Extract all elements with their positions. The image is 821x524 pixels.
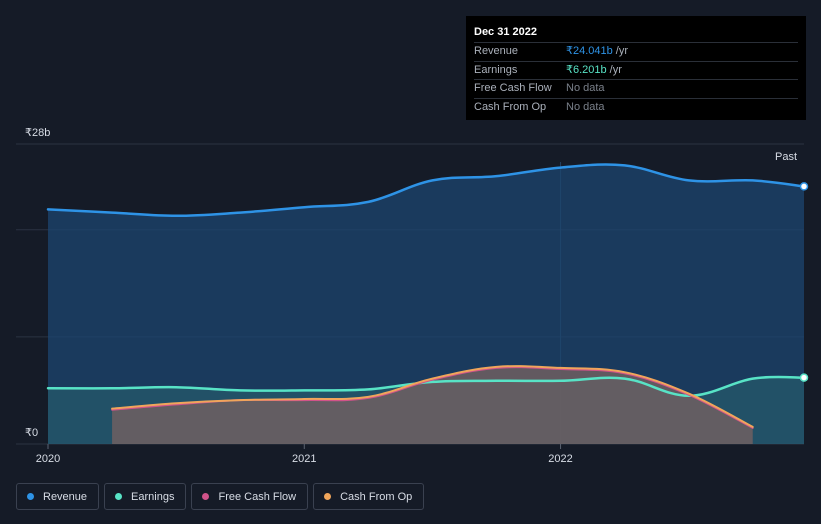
cash-from-op-dot-icon (324, 493, 332, 500)
tooltip-label: Cash From Op (474, 100, 547, 113)
revenue-end-point (799, 182, 809, 191)
revenue-dot-icon (27, 493, 34, 500)
legend-item-cash-from-op[interactable]: Cash From Op (313, 483, 425, 510)
cash-from-op-area (112, 366, 753, 444)
legend-label: Revenue (43, 490, 88, 503)
legend: Revenue Earnings Free Cash Flow Cash Fro… (16, 483, 425, 510)
tooltip-label: Earnings (474, 63, 518, 76)
tooltip-label: Revenue (474, 45, 519, 57)
earnings-end-point (799, 373, 809, 382)
tooltip: Dec 31 2022 Revenue ₹24.041b /yr Earning… (466, 16, 806, 120)
tooltip-row-free-cash-flow: Free Cash Flow No data (474, 79, 798, 98)
legend-item-earnings[interactable]: Earnings (104, 483, 187, 510)
earnings-line (46, 375, 806, 398)
tooltip-unit: /yr (609, 63, 622, 76)
tooltip-row-earnings: Earnings ₹6.201b /yr (474, 60, 798, 80)
tooltip-row-revenue: Revenue ₹24.041b /yr (474, 42, 798, 61)
tooltip-value: No data (566, 82, 605, 94)
tooltip-value: No data (566, 100, 605, 113)
legend-item-free-cash-flow[interactable]: Free Cash Flow (191, 483, 309, 510)
free-cash-flow-dot-icon (202, 493, 210, 500)
x-tick-label: 2020 (36, 453, 60, 465)
cash-from-op-line (111, 365, 754, 428)
past-label: Past (775, 151, 797, 163)
y-axis-zero-label: ₹0 (25, 427, 38, 439)
legend-label: Free Cash Flow (218, 490, 297, 503)
x-tick-label: 2022 (548, 453, 572, 465)
tooltip-value: ₹24.041b (566, 45, 613, 57)
tooltip-date: Dec 31 2022 (474, 26, 537, 38)
earnings-dot-icon (115, 493, 123, 500)
legend-label: Cash From Op (340, 490, 413, 503)
tooltip-label: Free Cash Flow (474, 82, 552, 94)
tooltip-unit: /yr (615, 45, 628, 57)
y-axis-max-label: ₹28b (25, 127, 50, 139)
legend-label: Earnings (131, 490, 175, 503)
x-tick-label: 2021 (292, 453, 316, 465)
legend-item-revenue[interactable]: Revenue (16, 483, 100, 510)
revenue-line (46, 163, 806, 218)
tooltip-row-cash-from-op: Cash From Op No data (474, 97, 798, 117)
tooltip-value: ₹6.201b (566, 63, 607, 76)
chart: ₹28b ₹0 Past 2020 2021 2022 (16, 127, 809, 465)
